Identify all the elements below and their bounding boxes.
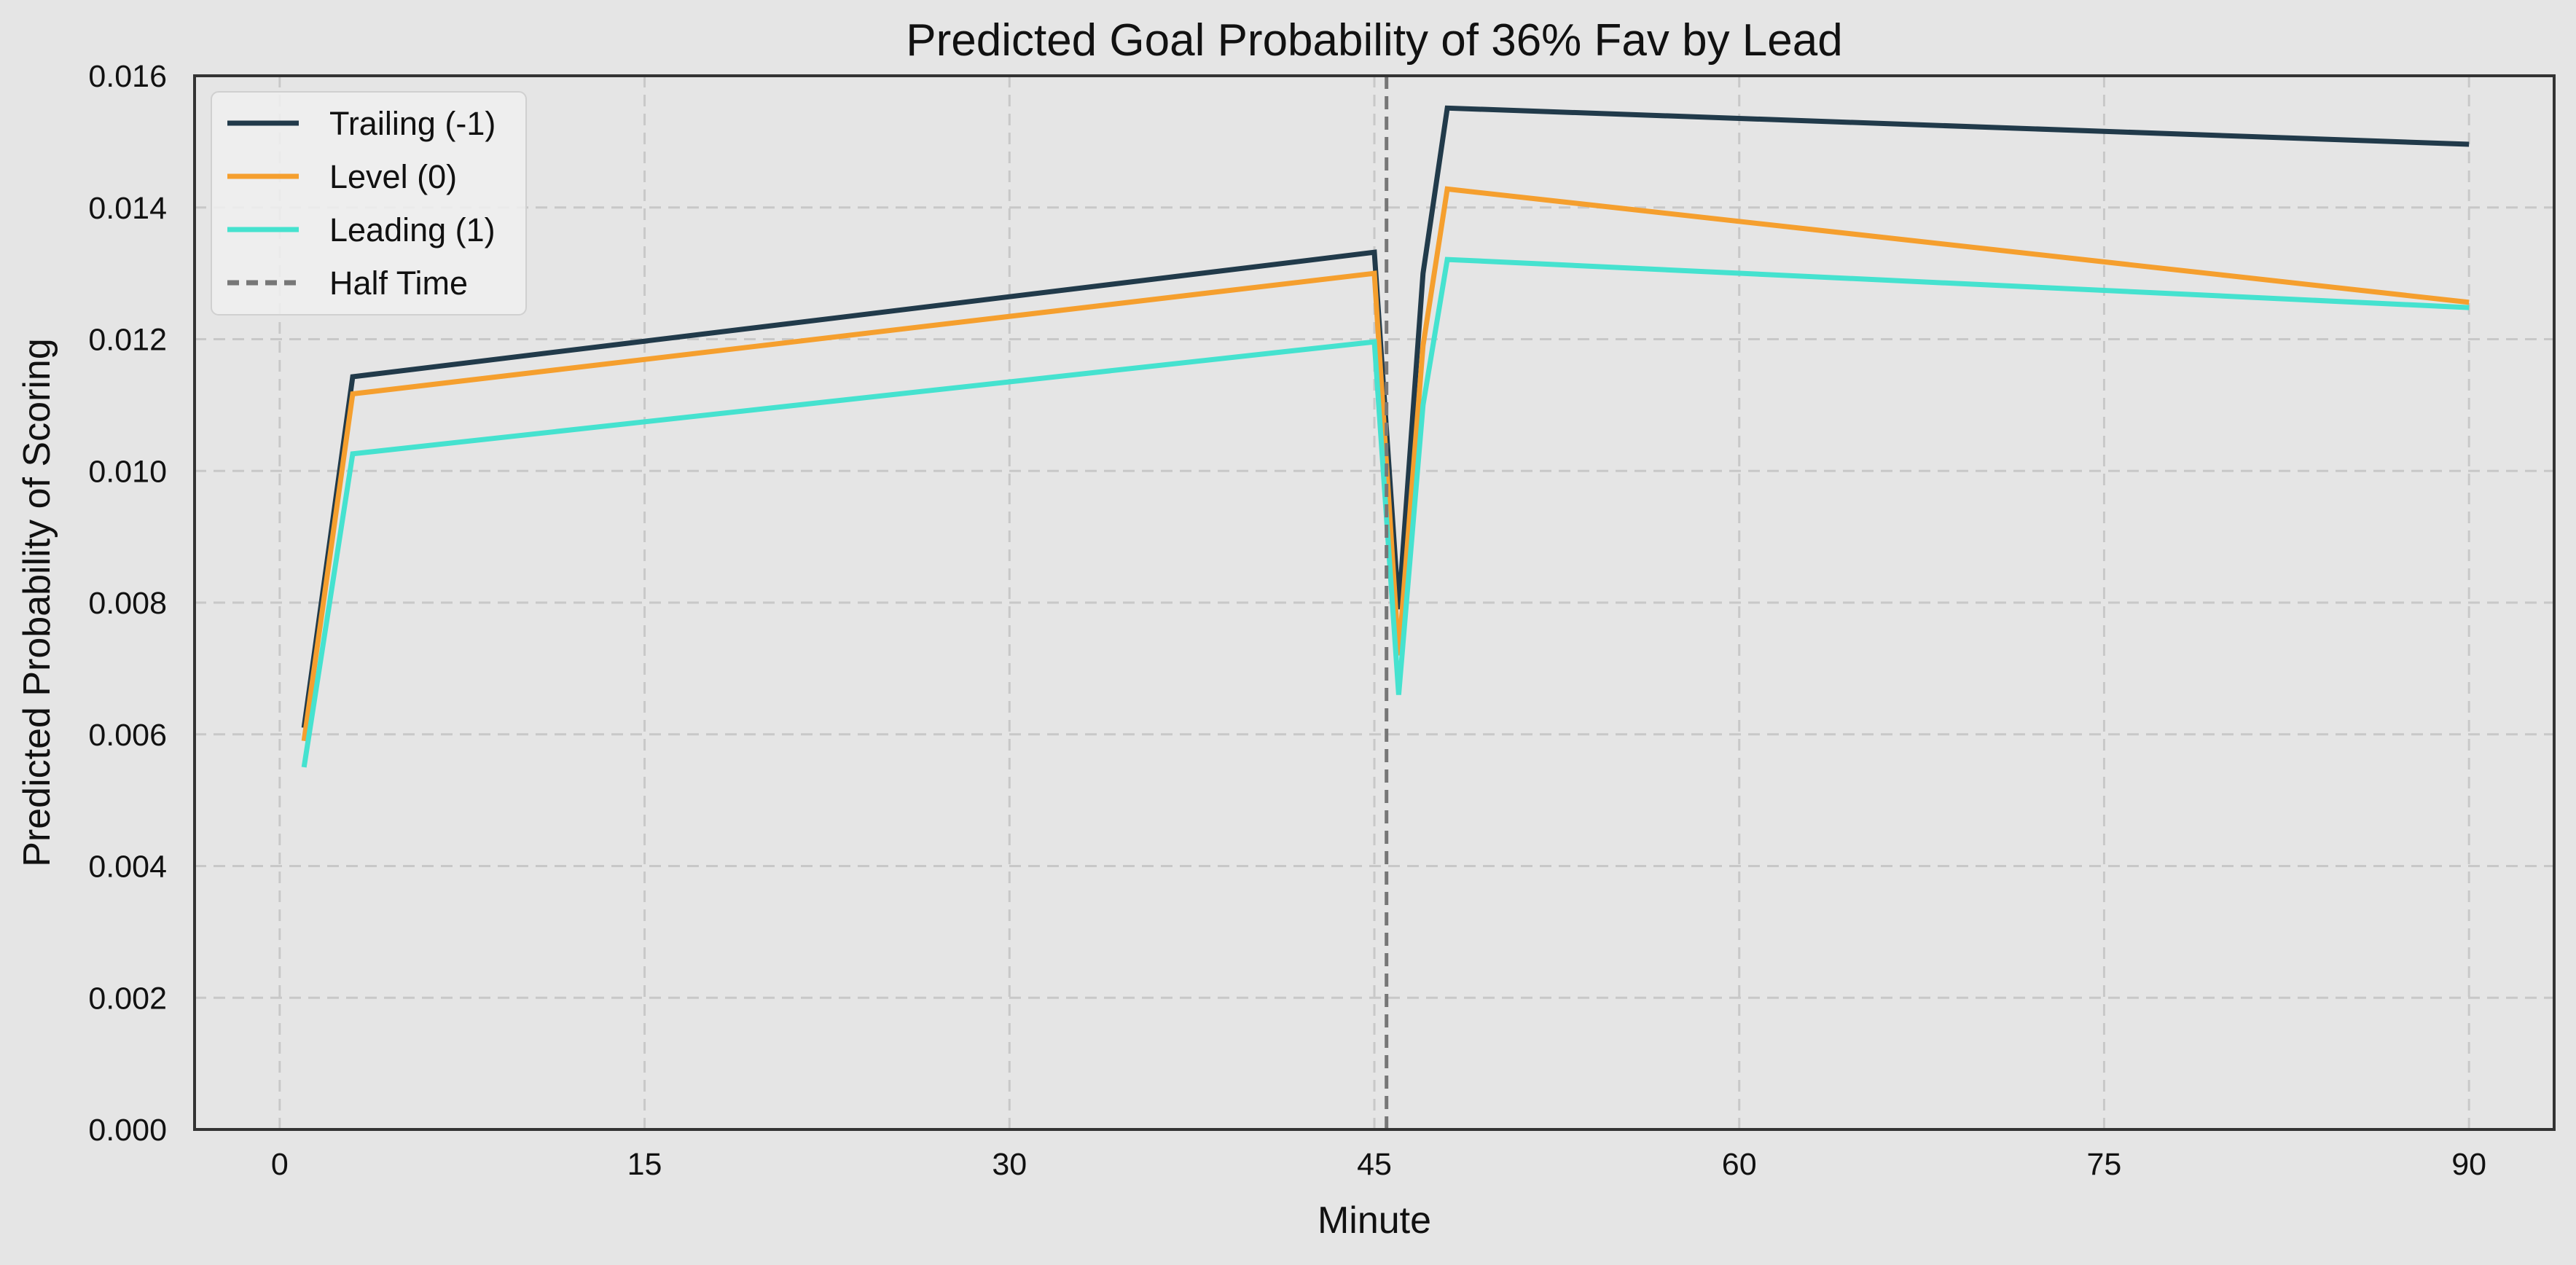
- x-tick-label: 45: [1357, 1147, 1392, 1182]
- y-tick-label: 0.006: [88, 718, 167, 753]
- legend-label-3: Leading (1): [329, 211, 496, 248]
- y-tick-label: 0.014: [88, 191, 167, 226]
- series-layer: [301, 105, 2470, 768]
- x-tick-label: 60: [1722, 1147, 1757, 1182]
- y-tick-label: 0.000: [88, 1113, 167, 1148]
- plot-frame: [193, 74, 2556, 1131]
- x-axis-label: Minute: [1318, 1199, 1431, 1242]
- x-tick-label: 75: [2087, 1147, 2122, 1182]
- legend-box: [211, 91, 527, 316]
- legend-label-4: Half Time: [329, 265, 468, 302]
- legend-label-2: Level (0): [329, 158, 457, 195]
- series-line-1: [301, 105, 2470, 729]
- y-axis-label: Predicted Probability of Scoring: [16, 338, 58, 867]
- y-tick-label: 0.016: [88, 59, 167, 94]
- x-tick-label: 0: [271, 1147, 289, 1182]
- y-tick-label: 0.012: [88, 323, 167, 358]
- y-tick-label: 0.004: [88, 850, 167, 885]
- series-line-3: [301, 256, 2470, 768]
- legend-label-1: Trailing (-1): [329, 105, 496, 142]
- x-tick-label: 30: [992, 1147, 1027, 1182]
- x-tick-label: 15: [627, 1147, 662, 1182]
- chart-title: Predicted Goal Probability of 36% Fav by…: [906, 15, 1843, 66]
- ticks: 0 15 30 45 60 75 90 0.000 0.002 0.004 0.006 0.008 0.…: [88, 59, 2486, 1182]
- y-tick-label: 0.010: [88, 454, 167, 489]
- y-tick-label: 0.002: [88, 981, 167, 1016]
- series-line-2: [301, 186, 2470, 742]
- legend: Trailing (-1) Level (0) Leading (1) Half Ti…: [211, 91, 527, 316]
- x-tick-label: 90: [2451, 1147, 2486, 1182]
- y-tick-label: 0.008: [88, 586, 167, 621]
